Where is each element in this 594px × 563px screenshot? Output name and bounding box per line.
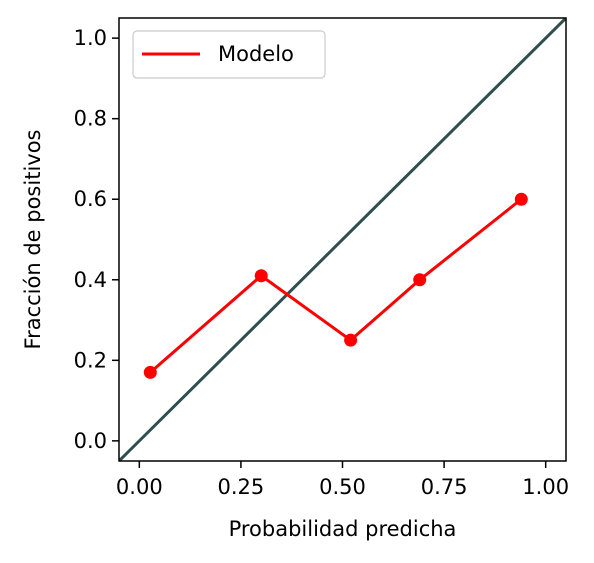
x-tick-label: 0.50 [319, 475, 366, 499]
x-axis-ticks: 0.00 0.25 0.50 0.75 1.00 [116, 461, 569, 499]
legend-box [132, 30, 326, 79]
data-point [344, 333, 358, 347]
x-tick-label: 0.25 [218, 475, 265, 499]
series-line-0 [149, 198, 523, 374]
data-point [514, 192, 528, 206]
data-point [413, 273, 427, 287]
legend-entry-label: Modelo [218, 42, 294, 66]
x-tick-label: 1.00 [522, 475, 569, 499]
y-tick-label: 1.0 [74, 26, 107, 50]
y-axis-label: Fracción de positivos [21, 130, 45, 350]
data-point [254, 269, 268, 283]
x-tick-label: 0.00 [116, 475, 163, 499]
y-axis-ticks: 0.0 0.2 0.4 0.6 0.8 1.0 [74, 26, 119, 453]
y-tick-label: 0.6 [74, 187, 107, 211]
data-point [143, 365, 157, 379]
y-tick-label: 0.8 [74, 107, 107, 131]
y-tick-label: 0.2 [74, 348, 107, 372]
y-tick-label: 0.0 [74, 429, 107, 453]
plot-frame [118, 17, 567, 462]
legend: Modelo [132, 30, 326, 79]
plot-area [119, 18, 566, 461]
x-axis-label: Probabilidad predicha [229, 517, 457, 541]
x-tick-label: 0.75 [421, 475, 468, 499]
y-tick-label: 0.4 [74, 268, 107, 292]
reference-diagonal-line [119, 18, 566, 461]
